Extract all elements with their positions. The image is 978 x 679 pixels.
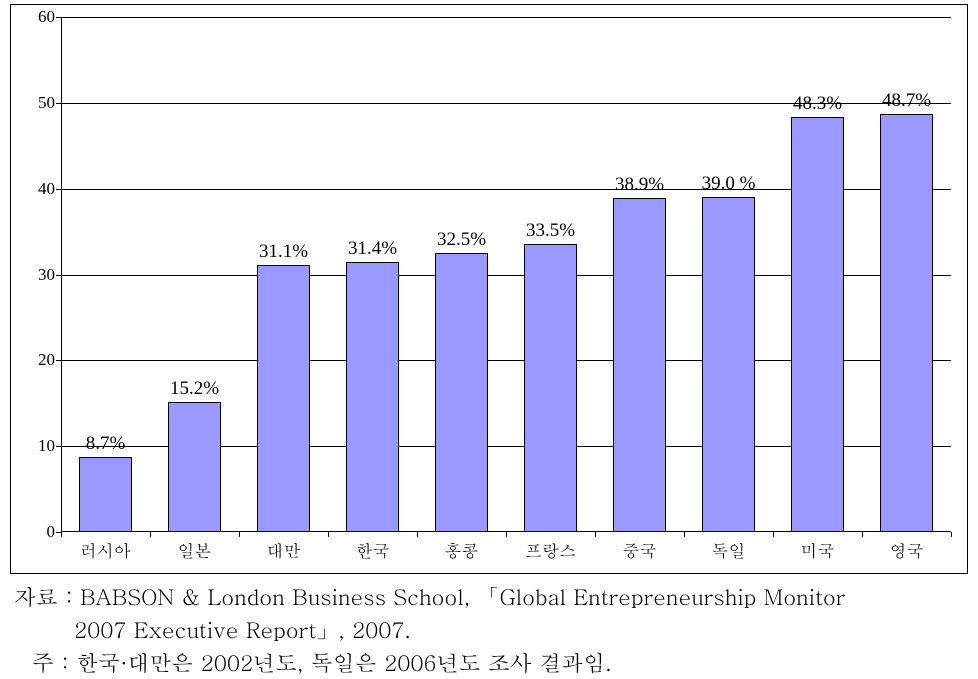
note-label: 주 : [32,647,69,678]
bar [346,262,399,532]
y-tick-mark [56,275,61,276]
x-tick-label: 일본 [178,532,212,562]
source-line-2: 2007 Executive Report」, 2007. [10,613,968,646]
x-tick-mark [951,532,952,537]
plot-area: 01020304050608.7%러시아15.2%일본31.1%대만31.4%한… [61,17,951,532]
y-tick-mark [56,103,61,104]
value-label: 15.2% [170,378,219,400]
value-label: 33.5% [526,220,575,242]
value-label: 38.9% [615,174,664,196]
x-tick-mark [506,532,507,537]
bar [435,253,488,532]
chart-notes: 자료 : BABSON & London Business School, 「G… [10,580,968,679]
value-label: 8.7% [86,433,126,455]
x-tick-label: 대만 [267,532,301,562]
x-tick-mark [61,532,62,537]
x-tick-mark [684,532,685,537]
x-tick-mark [595,532,596,537]
bar [524,244,577,532]
bar [613,198,666,532]
source-label: 자료 : [14,581,73,612]
value-label: 32.5% [437,229,486,251]
x-tick-mark [773,532,774,537]
bar [168,402,221,532]
chart-frame: 01020304050608.7%러시아15.2%일본31.1%대만31.4%한… [10,4,968,574]
y-tick-mark [56,189,61,190]
x-tick-mark [239,532,240,537]
x-tick-label: 영국 [890,532,924,562]
value-label: 48.7% [882,90,931,112]
source-line-1: 자료 : BABSON & London Business School, 「G… [10,580,968,613]
x-tick-label: 프랑스 [525,532,576,562]
x-tick-label: 독일 [712,532,746,562]
x-tick-mark [417,532,418,537]
x-tick-label: 중국 [623,532,657,562]
source-text-2: 2007 Executive Report」, 2007. [74,614,411,645]
x-tick-label: 홍콩 [445,532,479,562]
bar [880,114,933,532]
y-tick-mark [56,446,61,447]
value-label: 39.0 % [702,173,756,195]
note-text: 한국·대만은 2002년도, 독일은 2006년도 조사 결과임. [76,647,612,678]
value-label: 31.4% [348,238,397,260]
gridline [61,17,951,18]
x-tick-mark [328,532,329,537]
y-tick-mark [56,17,61,18]
bar [79,457,132,532]
note-line: 주 : 한국·대만은 2002년도, 독일은 2006년도 조사 결과임. [10,646,968,679]
x-tick-mark [862,532,863,537]
x-tick-label: 러시아 [80,532,131,562]
value-label: 48.3% [793,93,842,115]
value-label: 31.1% [259,241,308,263]
bar [791,117,844,532]
bar [257,265,310,532]
x-tick-label: 한국 [356,532,390,562]
bar [702,197,755,532]
y-tick-mark [56,360,61,361]
x-tick-label: 미국 [801,532,835,562]
x-tick-mark [150,532,151,537]
source-text-1: BABSON & London Business School, 「Global… [80,581,846,612]
